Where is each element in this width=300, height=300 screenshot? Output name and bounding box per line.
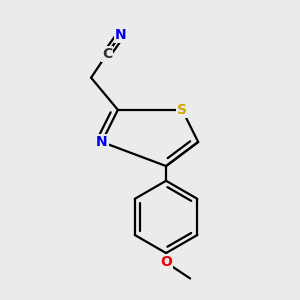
Text: C: C — [102, 46, 112, 61]
Text: N: N — [115, 28, 126, 42]
Text: O: O — [160, 255, 172, 269]
Text: S: S — [177, 103, 187, 117]
Text: N: N — [96, 135, 108, 149]
